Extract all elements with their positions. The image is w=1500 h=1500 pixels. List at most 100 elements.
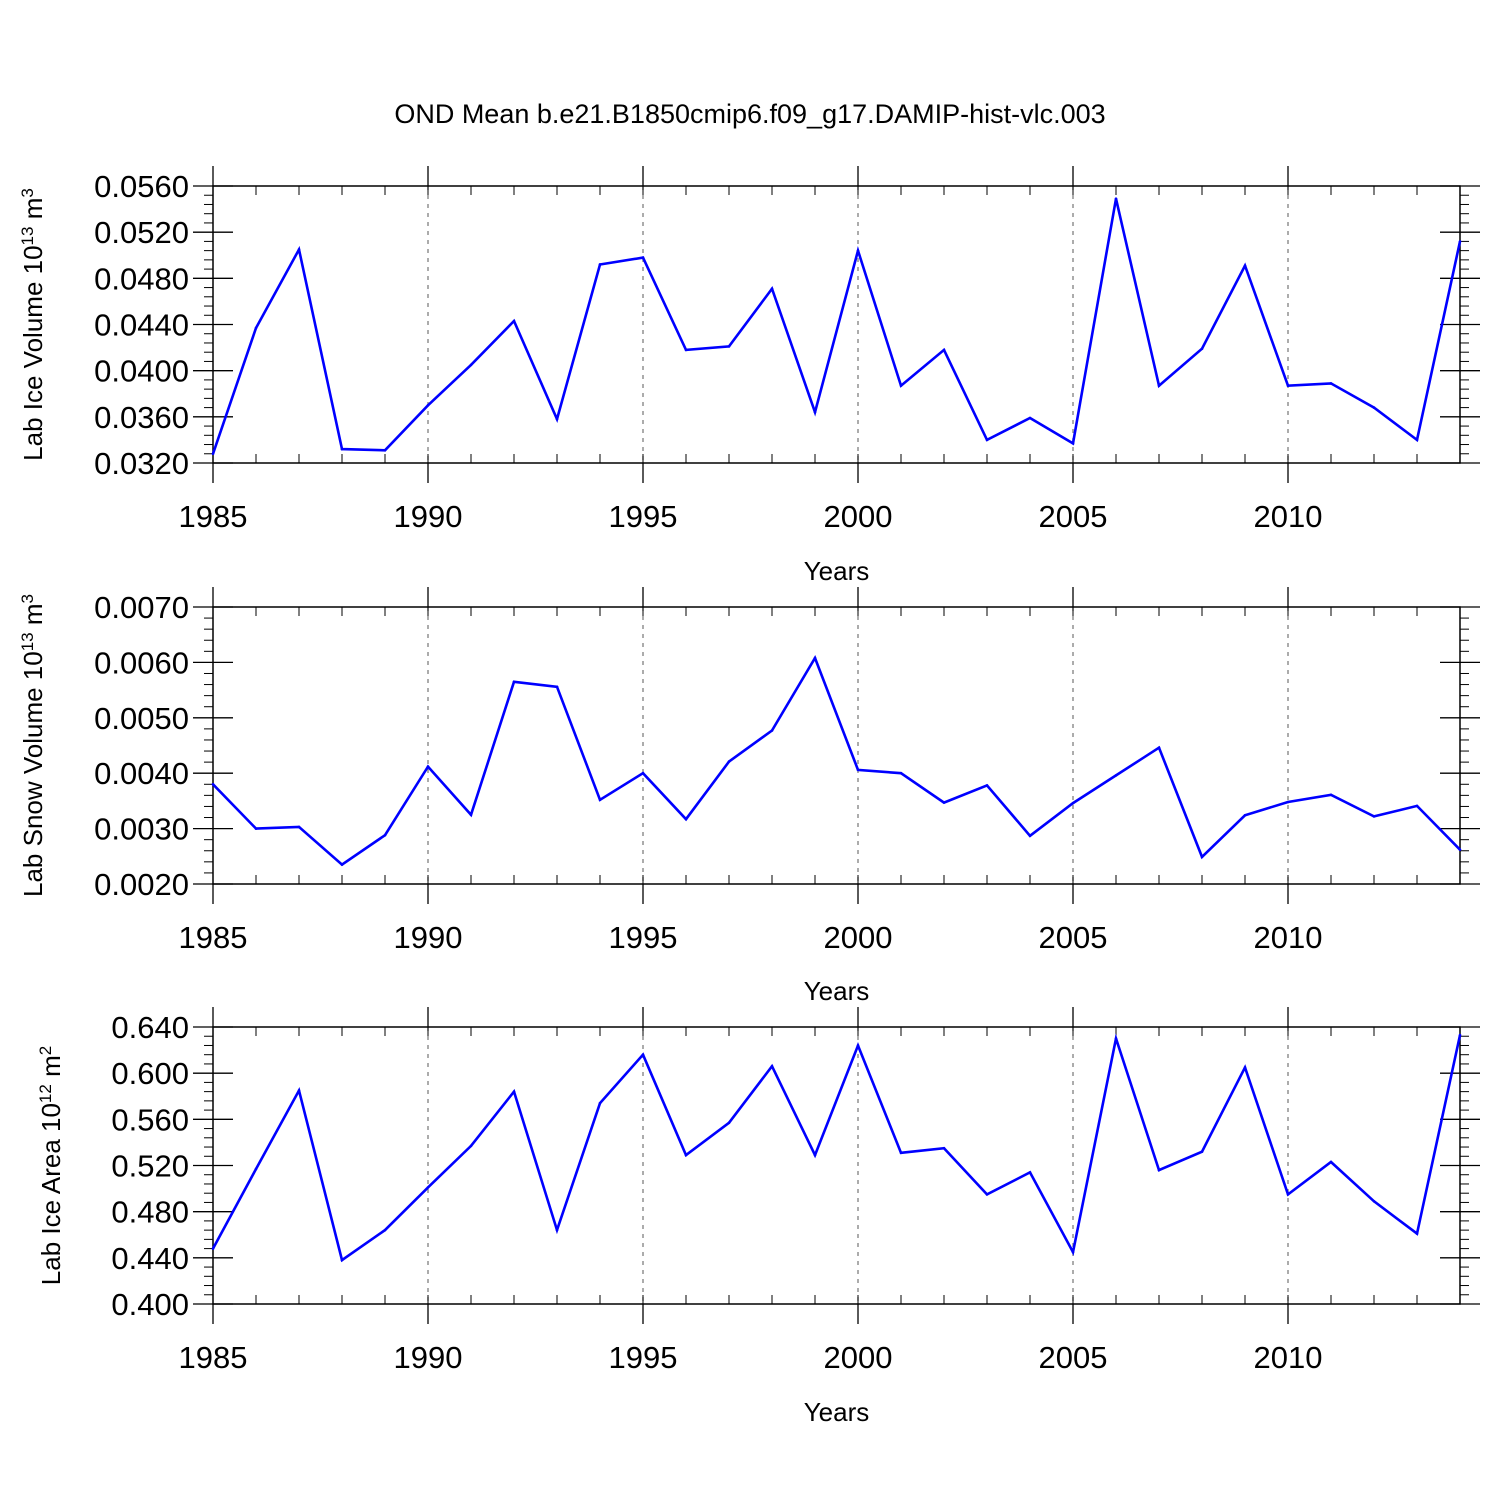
series-line [211, 198, 1462, 455]
data-point [469, 813, 473, 817]
y-tick-label: 0.0400 [94, 354, 189, 389]
data-point [1157, 746, 1161, 750]
y-tick-label: 0.0060 [94, 645, 189, 680]
data-point [1200, 855, 1204, 859]
data-point [684, 817, 688, 821]
x-axis-title: Years [804, 976, 870, 1006]
x-tick-label: 2010 [1254, 920, 1323, 955]
data-point [770, 1064, 774, 1068]
data-point [555, 685, 559, 689]
data-point [426, 403, 430, 407]
data-point [254, 1167, 258, 1171]
data-point [1028, 416, 1032, 420]
data-point [641, 1053, 645, 1056]
data-point [512, 319, 516, 323]
y-tick-label: 0.0440 [94, 308, 189, 343]
data-point [340, 863, 344, 866]
x-tick-label: 1990 [394, 920, 463, 955]
y-tick-label: 0.0070 [94, 590, 189, 625]
data-point [1071, 1250, 1075, 1254]
data-point [1200, 1150, 1204, 1153]
data-point [1415, 438, 1419, 442]
data-point [383, 449, 387, 452]
data-point [383, 833, 387, 837]
x-tick-label: 2005 [1039, 920, 1108, 955]
data-point [254, 827, 258, 830]
data-point [211, 1247, 215, 1250]
data-point [899, 1151, 903, 1155]
data-point [1028, 1171, 1032, 1174]
data-point [813, 656, 817, 660]
data-point [1200, 347, 1204, 351]
data-point [1243, 1066, 1247, 1069]
y-tick-label: 0.0030 [94, 812, 189, 847]
data-point [211, 452, 215, 456]
data-point [1157, 1168, 1161, 1172]
data-point [1329, 793, 1333, 797]
x-tick-label: 1985 [179, 920, 248, 955]
data-point [512, 680, 516, 684]
data-point [297, 248, 301, 251]
data-point [297, 1089, 301, 1092]
data-point [469, 1144, 473, 1148]
x-tick-label: 2000 [824, 499, 893, 534]
data-point [899, 384, 903, 387]
figure-title: OND Mean b.e21.B1850cmip6.f09_g17.DAMIP-… [394, 99, 1105, 129]
data-point [1329, 382, 1333, 385]
series-line [212, 655, 1461, 867]
data-point [813, 1153, 817, 1157]
data-point [1071, 801, 1075, 805]
data-point [1286, 1193, 1290, 1196]
data-point [211, 782, 215, 786]
panel-3: 1985 1990 1995 2000 2005 2010 0.400 0.440 0.480 0… [36, 1007, 1480, 1427]
data-point [641, 256, 645, 259]
data-point [598, 798, 602, 802]
x-tick-label: 1990 [394, 499, 463, 534]
data-point [1458, 1033, 1462, 1037]
data-point [1028, 834, 1032, 838]
data-point [1071, 442, 1075, 445]
data-point [1114, 774, 1118, 777]
data-point [727, 760, 731, 763]
data-point [1157, 384, 1161, 387]
data-point [1243, 814, 1247, 817]
data-point [1372, 815, 1376, 818]
data-point [684, 1153, 688, 1157]
x-tick-label: 1990 [394, 1340, 463, 1375]
data-point [899, 771, 903, 775]
y-tick-label: 0.0050 [94, 701, 189, 736]
x-axis-title: Years [804, 556, 870, 586]
data-point [684, 348, 688, 352]
data-point [770, 287, 774, 291]
y-tick-label: 0.480 [111, 1195, 189, 1230]
plot-frame [212, 606, 1461, 885]
x-tick-label: 2010 [1254, 1340, 1323, 1375]
data-point [813, 410, 817, 414]
y-tick-label: 0.0320 [94, 446, 189, 481]
data-point [856, 1044, 860, 1047]
data-point [1329, 1160, 1333, 1164]
data-point [1458, 848, 1462, 851]
data-point [469, 363, 473, 367]
x-tick-label: 1985 [179, 1340, 248, 1375]
panel-2: 1985 1990 1995 2000 2005 2010 0.0020 0.0030 0.00… [18, 587, 1480, 1006]
y-tick-label: 0.640 [111, 1010, 189, 1045]
data-point [1114, 1037, 1118, 1040]
data-point [856, 249, 860, 252]
y-tick-label: 0.0520 [94, 215, 189, 250]
y-tick-label: 0.520 [111, 1149, 189, 1184]
panel-1: 1985 1990 1995 2000 2005 2010 0.0320 0.0360 0.04… [18, 166, 1480, 586]
series-line [211, 1033, 1462, 1263]
data-point [254, 326, 258, 330]
x-tick-label: 1995 [609, 499, 678, 534]
y-tick-label: 0.0360 [94, 400, 189, 435]
plot-frame [212, 185, 1461, 464]
data-point [856, 768, 860, 772]
data-point [985, 438, 989, 442]
data-point [727, 1121, 731, 1125]
x-tick-label: 2005 [1039, 1340, 1108, 1375]
y-tick-label: 0.0560 [94, 169, 189, 204]
data-point [1415, 1232, 1419, 1235]
plot-frame [212, 1026, 1461, 1305]
y-tick-label: 0.0480 [94, 261, 189, 296]
